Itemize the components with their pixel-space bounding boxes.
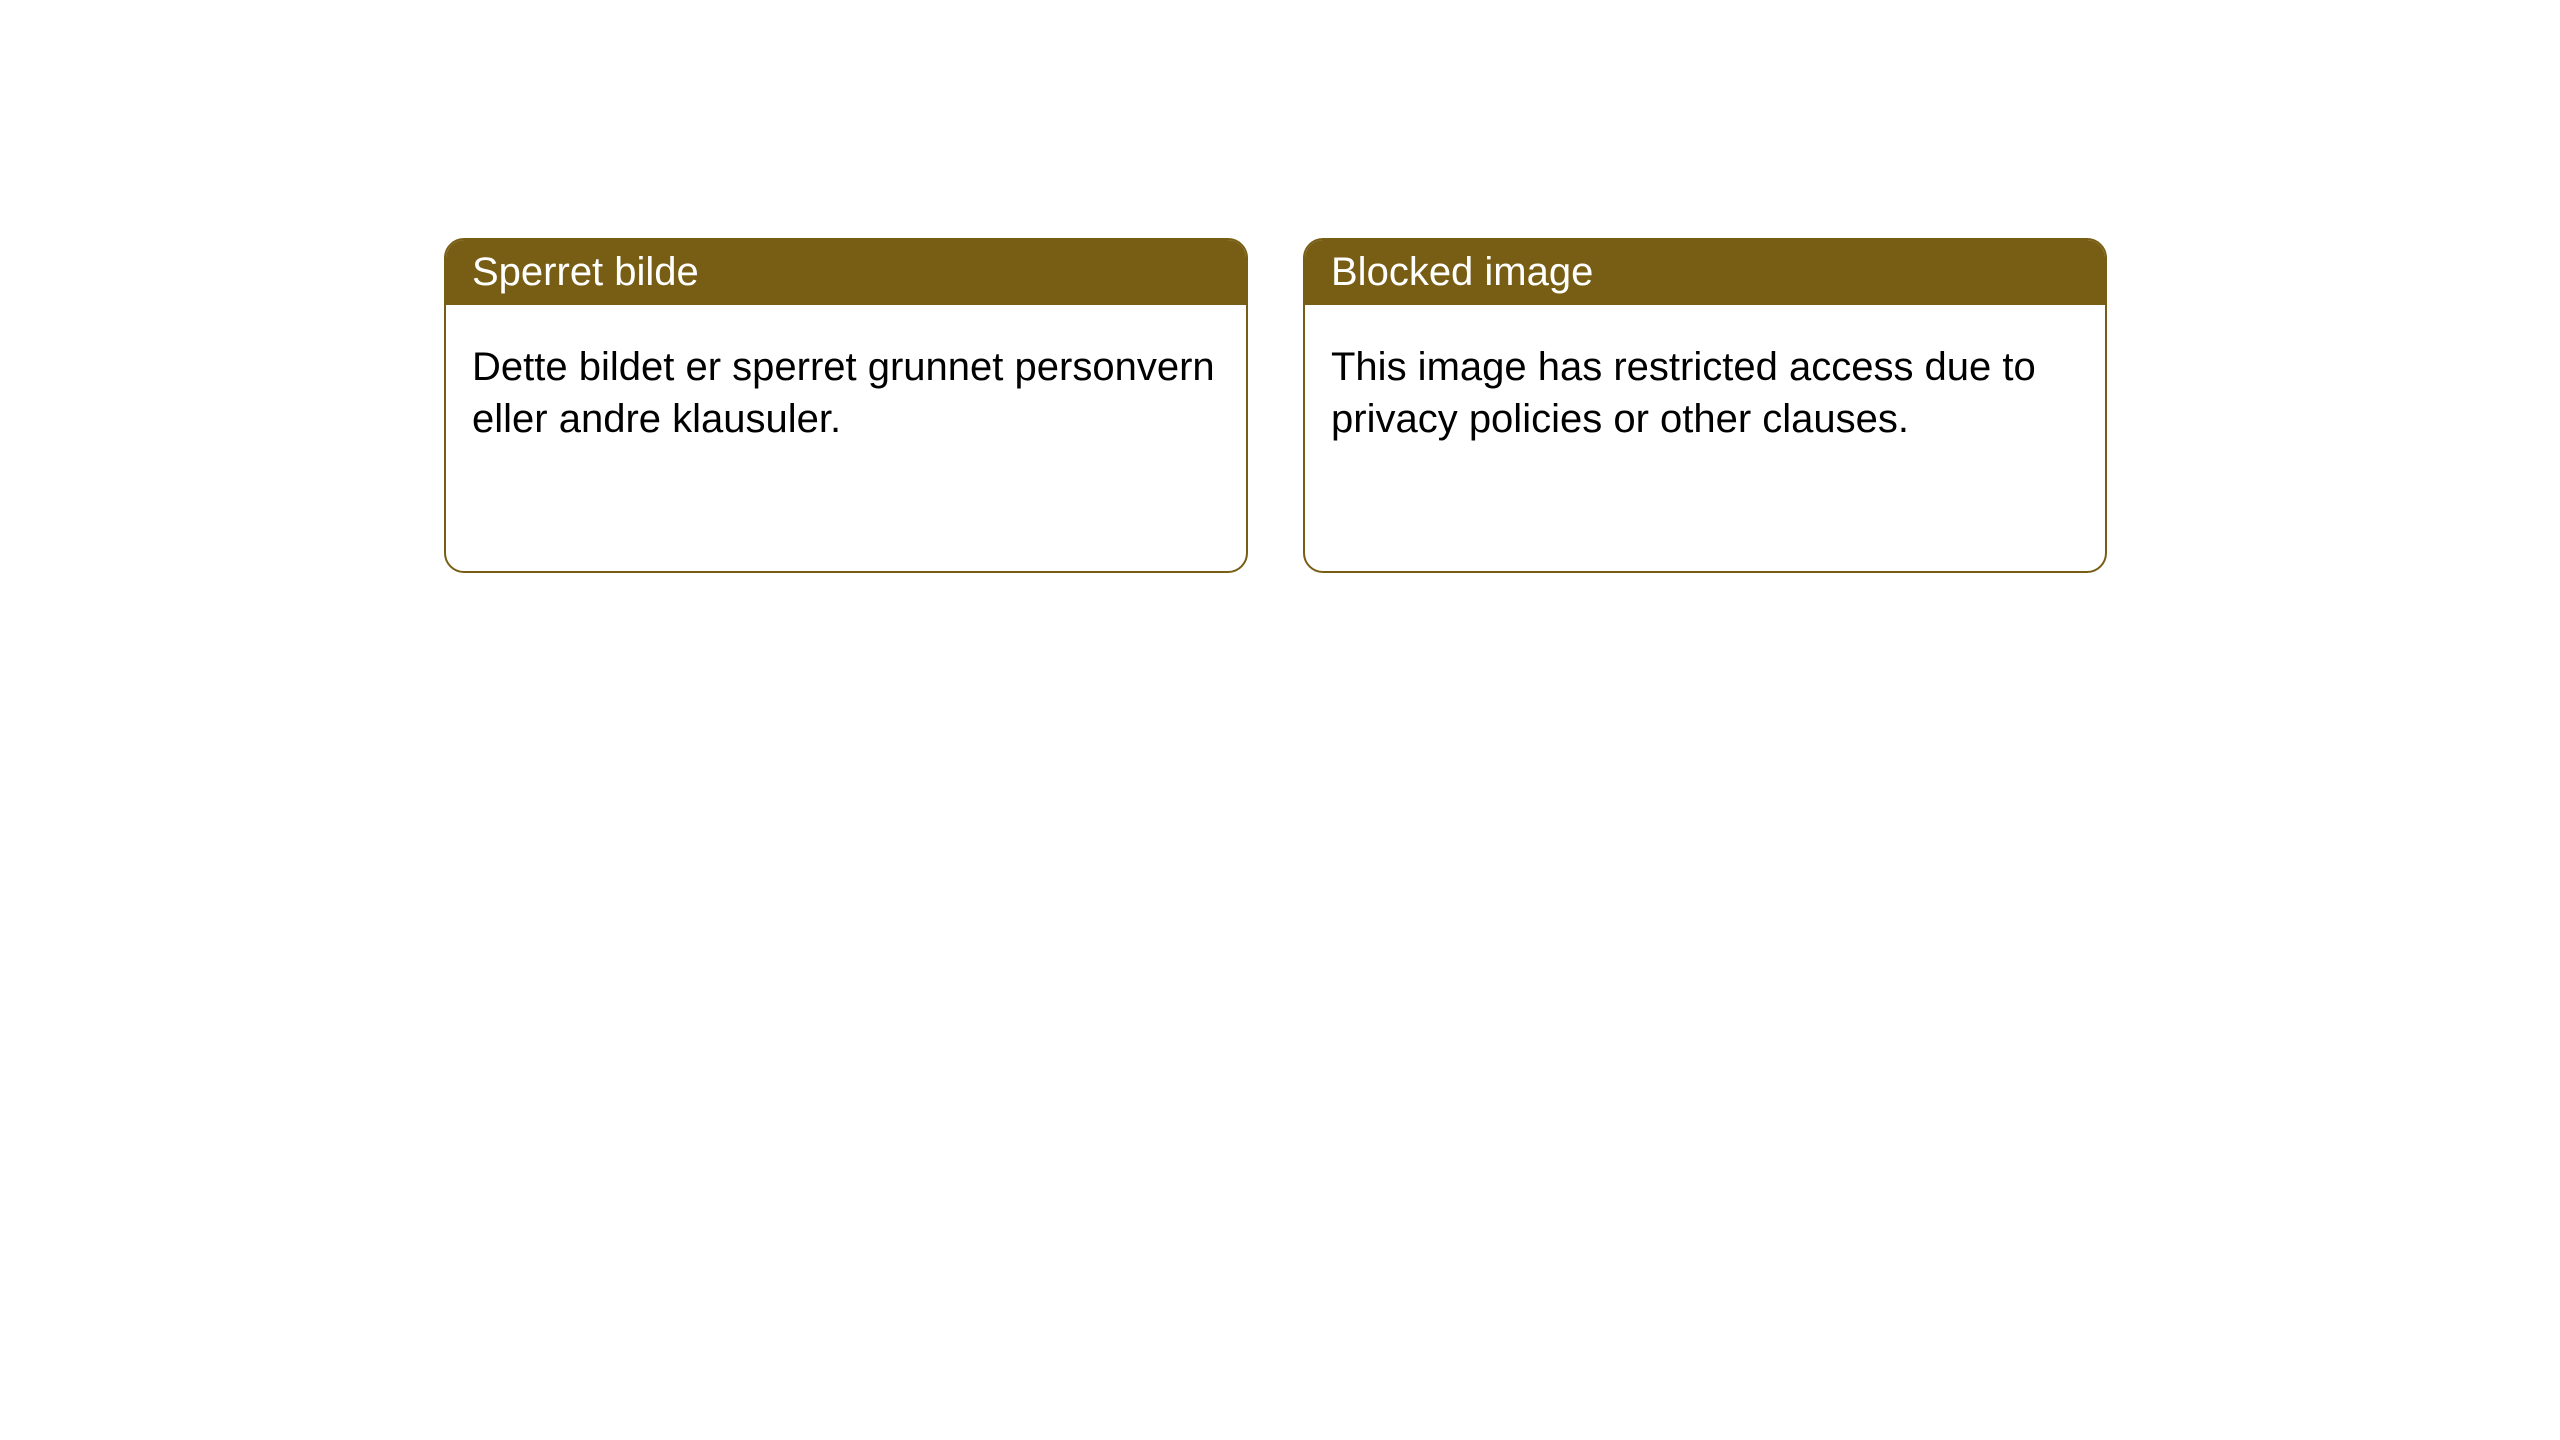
notice-container: Sperret bilde Dette bildet er sperret gr… (0, 0, 2560, 573)
card-header-english: Blocked image (1305, 240, 2105, 305)
card-header-norwegian: Sperret bilde (446, 240, 1246, 305)
card-body-norwegian: Dette bildet er sperret grunnet personve… (446, 305, 1246, 481)
blocked-image-card-norwegian: Sperret bilde Dette bildet er sperret gr… (444, 238, 1248, 573)
card-body-english: This image has restricted access due to … (1305, 305, 2105, 481)
blocked-image-card-english: Blocked image This image has restricted … (1303, 238, 2107, 573)
